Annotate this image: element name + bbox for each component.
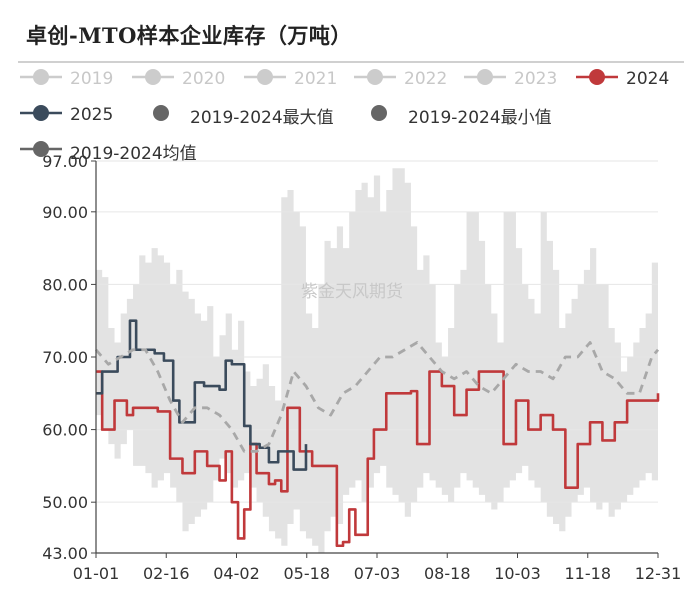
x-tick-label: 11-18 (565, 564, 612, 583)
legend-marker-icon (352, 67, 404, 92)
x-tick-label: 07-03 (354, 564, 401, 583)
y-tick-label: 60.00 (42, 421, 88, 440)
x-tick-label: 10-03 (494, 564, 541, 583)
legend-item-2024[interactable]: 2024 (574, 64, 669, 94)
legend-label: 2021 (294, 69, 338, 89)
legend-marker-icon (130, 67, 182, 92)
legend-label: 2023 (514, 69, 558, 89)
legend-label: 2019-2024最小值 (408, 107, 552, 128)
x-tick-label: 08-18 (424, 564, 471, 583)
x-tick-label: 02-16 (143, 564, 190, 583)
watermark: 紫金天风期货 (301, 282, 403, 302)
legend-item-2025[interactable]: 2025 (18, 100, 113, 130)
legend-marker-icon (138, 103, 190, 128)
series-line-2019-2024均值 (94, 341, 660, 453)
x-tick-label: 05-18 (284, 564, 331, 583)
y-tick-label: 70.00 (42, 348, 88, 367)
legend-marker-icon (242, 67, 294, 92)
legend-label: 2019-2024均值 (70, 143, 197, 164)
title-divider (18, 61, 684, 63)
y-tick-label: 50.00 (42, 493, 88, 512)
legend-marker-icon (462, 67, 514, 92)
legend-item-2019[interactable]: 2019 (18, 64, 113, 94)
legend-item-2023[interactable]: 2023 (462, 64, 557, 94)
legend-label: 2019 (70, 69, 114, 89)
legend-marker-icon (356, 103, 408, 128)
legend-item-min[interactable]: 2019-2024最小值 (356, 100, 552, 130)
legend-item-max[interactable]: 2019-2024最大值 (138, 100, 334, 130)
legend-marker-icon (574, 67, 626, 92)
legend-marker-icon (18, 103, 70, 128)
series-line-2025 (96, 319, 308, 471)
y-tick-label: 97.00 (42, 152, 88, 171)
y-tick-label: 80.00 (42, 275, 88, 294)
legend-marker-icon (18, 67, 70, 92)
series-line-2024 (96, 370, 660, 548)
legend-item-mean[interactable]: 2019-2024均值 (18, 136, 197, 166)
legend-item-2022[interactable]: 2022 (352, 64, 447, 94)
legend-item-2021[interactable]: 2021 (242, 64, 337, 94)
legend-label: 2019-2024最大值 (190, 107, 334, 128)
x-tick-label: 12-31 (635, 564, 682, 583)
legend-label: 2025 (70, 105, 114, 125)
legend-item-2020[interactable]: 2020 (130, 64, 225, 94)
chart-title: 卓创-MTO样本企业库存（万吨） (26, 23, 352, 48)
legend-label: 2024 (626, 69, 670, 89)
legend-marker-icon (18, 139, 70, 164)
legend-label: 2022 (404, 69, 448, 89)
y-tick-label: 43.00 (42, 544, 88, 563)
y-tick-label: 90.00 (42, 203, 88, 222)
series-lines (94, 319, 660, 548)
x-tick-label: 01-01 (73, 564, 120, 583)
axes: 97.00 90.00 80.00 70.00 60.00 50.00 43.0001-01… (42, 152, 681, 583)
legend-label: 2020 (182, 69, 226, 89)
x-tick-label: 04-02 (213, 564, 260, 583)
